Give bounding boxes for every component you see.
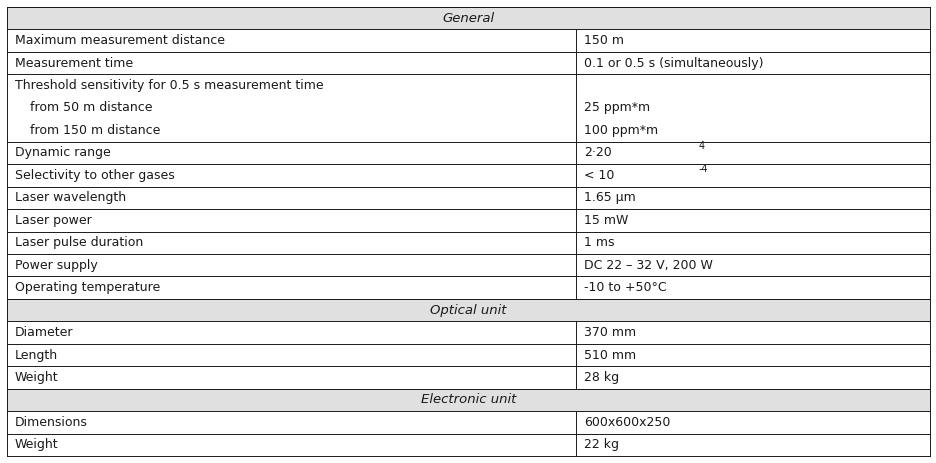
Text: General: General [442, 12, 494, 25]
Bar [7, 209, 929, 232]
Bar [7, 366, 929, 388]
Text: < 10: < 10 [583, 169, 614, 182]
Text: 1.65 μm: 1.65 μm [583, 191, 635, 204]
Bar [7, 276, 929, 299]
Text: Measurement time: Measurement time [15, 56, 133, 69]
Text: -10 to +50°C: -10 to +50°C [583, 281, 665, 294]
Bar [7, 232, 929, 254]
Text: Maximum measurement distance: Maximum measurement distance [15, 34, 225, 47]
Text: Weight: Weight [15, 371, 59, 384]
Bar [7, 164, 929, 187]
Text: DC 22 – 32 V, 200 W: DC 22 – 32 V, 200 W [583, 259, 712, 272]
Text: from 50 m distance: from 50 m distance [30, 101, 153, 114]
Text: 510 mm: 510 mm [583, 349, 636, 362]
Text: 0.1 or 0.5 s (simultaneously): 0.1 or 0.5 s (simultaneously) [583, 56, 763, 69]
Text: 25 ppm*m: 25 ppm*m [583, 101, 650, 114]
Text: Electronic unit: Electronic unit [420, 394, 516, 407]
Bar [7, 433, 929, 456]
Bar [7, 187, 929, 209]
Text: 600x600x250: 600x600x250 [583, 416, 669, 429]
Bar [7, 142, 929, 164]
Text: -4: -4 [698, 163, 708, 174]
Text: Power supply: Power supply [15, 259, 97, 272]
Text: Laser wavelength: Laser wavelength [15, 191, 126, 204]
Bar [7, 344, 929, 366]
Text: Laser pulse duration: Laser pulse duration [15, 236, 143, 249]
Text: 15 mW: 15 mW [583, 214, 627, 227]
Bar [7, 321, 929, 344]
Text: 4: 4 [698, 141, 704, 151]
Text: 100 ppm*m: 100 ppm*m [583, 124, 657, 137]
Text: Length: Length [15, 349, 58, 362]
Bar [7, 299, 929, 321]
Text: 370 mm: 370 mm [583, 326, 636, 339]
Bar [7, 254, 929, 276]
Text: 2·20: 2·20 [583, 146, 611, 159]
Bar [7, 388, 929, 411]
Bar [7, 7, 929, 30]
Bar [7, 52, 929, 74]
Bar [7, 411, 929, 433]
Text: 1 ms: 1 ms [583, 236, 614, 249]
Text: Threshold sensitivity for 0.5 s measurement time: Threshold sensitivity for 0.5 s measurem… [15, 79, 323, 92]
Bar [7, 30, 929, 52]
Text: 22 kg: 22 kg [583, 438, 618, 451]
Text: Diameter: Diameter [15, 326, 73, 339]
Text: Laser power: Laser power [15, 214, 92, 227]
Text: from 150 m distance: from 150 m distance [30, 124, 160, 137]
Text: Operating temperature: Operating temperature [15, 281, 160, 294]
Text: Dynamic range: Dynamic range [15, 146, 110, 159]
Text: 150 m: 150 m [583, 34, 623, 47]
Text: 28 kg: 28 kg [583, 371, 619, 384]
Text: Weight: Weight [15, 438, 59, 451]
Text: Optical unit: Optical unit [430, 304, 506, 317]
Text: Selectivity to other gases: Selectivity to other gases [15, 169, 174, 182]
Bar [7, 74, 929, 142]
Text: Dimensions: Dimensions [15, 416, 88, 429]
